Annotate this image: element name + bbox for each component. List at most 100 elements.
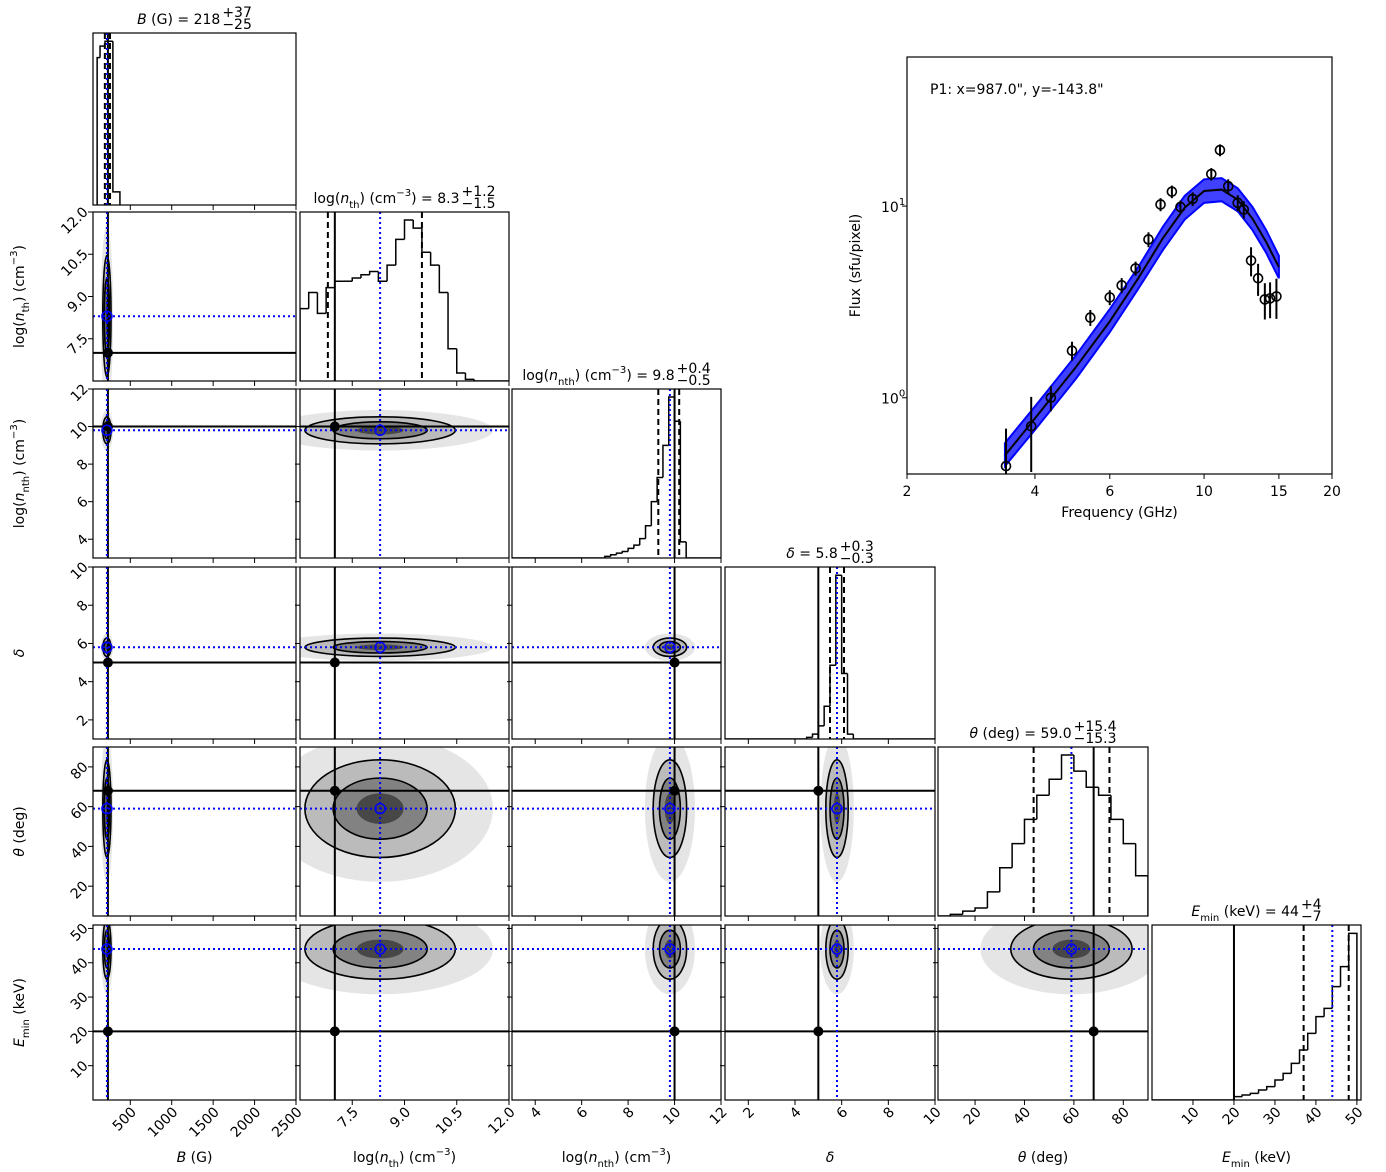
panel-frame	[937, 924, 1149, 1101]
hist-step	[811, 733, 819, 738]
x-tick-label: 6	[1105, 484, 1114, 500]
y-tick-label: 10	[68, 419, 92, 443]
label-part: 1	[899, 197, 905, 208]
title-text: θ (deg) = 59.0	[969, 726, 1071, 742]
panel-content	[1152, 925, 1358, 1100]
hist-step	[835, 574, 842, 666]
x-tick-label: 50	[1343, 1104, 1367, 1128]
label-part: log(	[522, 368, 549, 384]
y-axis-label: log(nth) (cm−3)	[9, 245, 32, 348]
truth-point	[669, 1026, 680, 1037]
label-part: log(	[12, 321, 28, 348]
panel-frame	[92, 746, 297, 917]
hist-step	[1085, 771, 1099, 788]
label-part: ) (cm	[614, 1150, 651, 1166]
median-point	[831, 802, 843, 815]
panel-frame	[92, 566, 297, 740]
title-upper: +4	[1301, 897, 1322, 913]
hist-step	[112, 41, 121, 205]
label-part: ) (cm	[12, 439, 28, 476]
y-tick-label: 60	[68, 799, 92, 823]
hist-step	[1249, 1092, 1259, 1095]
median-point	[101, 424, 113, 437]
y-tick-label: 12	[68, 381, 92, 405]
y-tick-label: 2	[74, 712, 92, 730]
label-part: log(	[562, 1150, 589, 1166]
label-part: −3	[396, 188, 411, 199]
y-tick-label: 20	[68, 879, 92, 903]
hist-step	[685, 541, 692, 558]
panel-content	[938, 747, 1148, 916]
data-point	[1130, 263, 1141, 274]
data-point	[1264, 293, 1276, 304]
y-tick-label: 40	[68, 955, 92, 979]
hist-step	[1097, 787, 1111, 797]
panel-content	[725, 925, 935, 1100]
label-part: n	[340, 191, 349, 207]
y-tick-label: 9.0	[65, 289, 92, 316]
panel-content	[512, 389, 721, 558]
label-part: )	[12, 245, 28, 250]
hist-step	[1257, 1089, 1267, 1094]
label-part: δ	[12, 649, 28, 658]
label-part: θ	[12, 848, 28, 857]
label-part: min	[1200, 913, 1219, 924]
panel-title: Emin (keV) = 44 +4−7	[1191, 897, 1321, 925]
hist-step	[464, 372, 475, 381]
label-part: E	[12, 1038, 28, 1047]
label-part: th	[389, 1159, 399, 1170]
y-tick-label: 8	[74, 598, 92, 616]
truth-point	[1088, 1026, 1099, 1037]
panel-content	[725, 747, 935, 916]
density	[1052, 939, 1091, 959]
plot-frame	[906, 56, 1333, 475]
hist-step	[447, 292, 457, 350]
hist-step	[1347, 932, 1358, 1100]
x-tick-label: 2000	[228, 1104, 265, 1141]
y-tick-label: 101	[881, 197, 905, 216]
data-point	[1238, 204, 1250, 215]
hist-step	[300, 307, 309, 381]
median-point	[831, 943, 843, 955]
title-text: Emin (keV) = 44	[1191, 904, 1299, 924]
density	[644, 747, 695, 882]
hist-step	[334, 280, 344, 288]
panel-title: B (G) = 218 +37−25	[137, 5, 252, 33]
panel-title: δ = 5.8 +0.3−0.3	[786, 539, 873, 567]
median-point	[374, 943, 386, 955]
data-point	[1245, 255, 1257, 266]
median-point	[374, 424, 386, 437]
median-point	[374, 802, 386, 815]
label-part: )	[12, 419, 28, 424]
hist-step	[679, 421, 687, 543]
panel-frame	[511, 746, 722, 917]
hist-step	[1060, 754, 1074, 780]
hist-step	[615, 552, 623, 555]
title-median: 44	[1281, 904, 1299, 920]
hist-step	[421, 228, 431, 253]
panel-frame	[511, 388, 722, 559]
data-point	[1143, 234, 1154, 245]
y-axis-label: log(nnth) (cm−3)	[9, 419, 32, 528]
label-part: ) (cm	[399, 1150, 436, 1166]
label-part: δ	[826, 1150, 835, 1166]
x-tick-label: 500	[110, 1104, 140, 1134]
label-part: (deg)	[1026, 1150, 1068, 1166]
panel-title: log(nth) (cm−3) = 8.3 +1.2−1.5	[314, 184, 496, 212]
y-tick-label: 50	[68, 921, 92, 945]
data-point	[1000, 460, 1012, 472]
y-tick-label: 8	[74, 456, 92, 474]
data-point	[1222, 180, 1234, 192]
hist-step	[1274, 1079, 1284, 1087]
panel-content	[93, 925, 296, 1100]
x-axis-label: B (G)	[177, 1150, 213, 1166]
truth-point	[813, 785, 824, 796]
data-point	[1155, 199, 1166, 210]
x-tick-label: 80	[1109, 1104, 1133, 1128]
label-part: B	[137, 12, 147, 28]
x-tick-label: 60	[1060, 1104, 1084, 1128]
title-text: δ = 5.8	[786, 546, 837, 562]
y-tick-label: 100	[881, 389, 905, 408]
label-part: B	[177, 1150, 187, 1166]
hist-step	[627, 547, 634, 552]
